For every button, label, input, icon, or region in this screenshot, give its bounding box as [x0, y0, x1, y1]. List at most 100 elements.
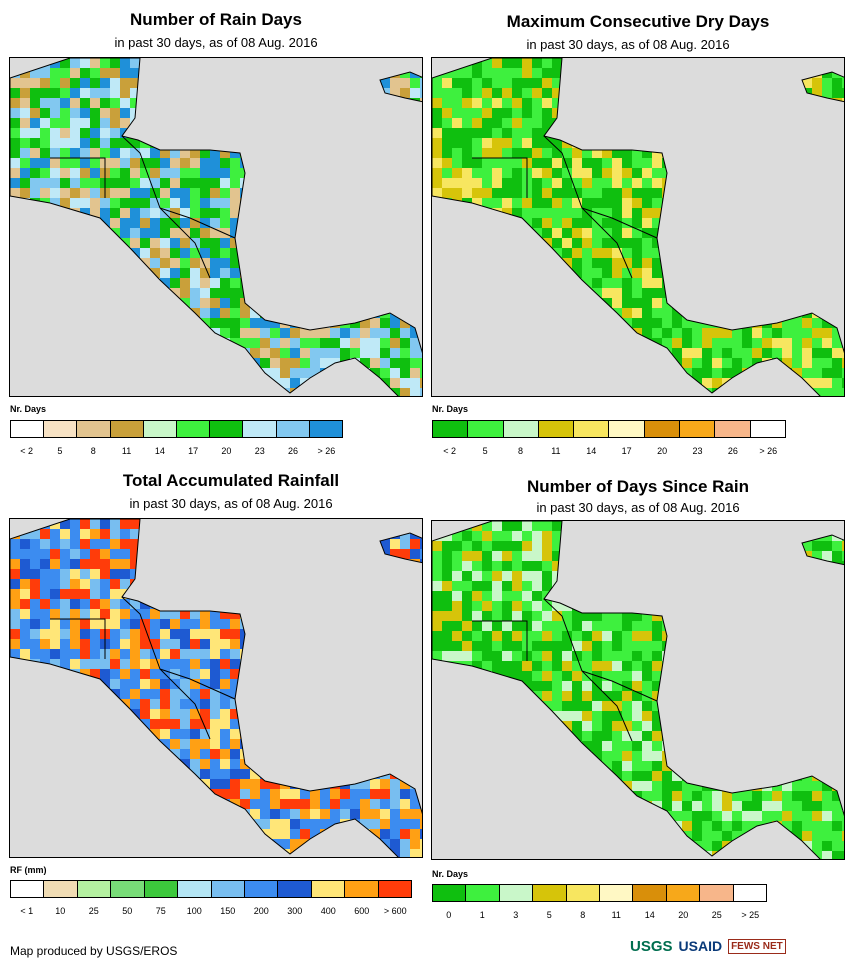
- country-border: [159, 668, 236, 700]
- fews-net-logo: FEWS NET: [728, 938, 786, 954]
- country-border: [581, 670, 658, 702]
- legend-tick-label: 8: [90, 446, 96, 456]
- legend-tick-label: 75: [155, 906, 166, 916]
- legend-swatch: [503, 421, 539, 437]
- legend-color-bar: [432, 420, 786, 438]
- legend-swatch: [243, 421, 277, 437]
- legend-color-bar: [10, 420, 343, 438]
- legend-swatch: [44, 421, 78, 437]
- legend-swatch: [644, 421, 681, 437]
- legend-tick-label: 26: [727, 446, 738, 456]
- legend-swatch: [244, 881, 279, 897]
- coastline: [801, 534, 844, 566]
- legend-tick-label: 150: [220, 906, 236, 916]
- legend-swatch: [143, 421, 178, 437]
- legend-tick-label: 11: [551, 446, 561, 456]
- coastline: [432, 521, 844, 859]
- legend-tick-label: 400: [320, 906, 336, 916]
- legend-tick-label: 300: [287, 906, 303, 916]
- legend-swatch: [11, 881, 45, 897]
- legend-tick-label: < 1: [20, 906, 34, 916]
- legend-swatch: [499, 885, 534, 901]
- country-border: [472, 157, 528, 198]
- legend-title: Nr. Days: [10, 404, 47, 414]
- legend-swatch: [178, 881, 212, 897]
- legend-ticks: < 1 10 25 50 75 100 150 200 300 400 600 > 600: [10, 906, 412, 918]
- legend-swatch: [177, 421, 211, 437]
- legend-swatch: [700, 885, 734, 901]
- legend-tick-label: 26: [288, 446, 299, 456]
- legend-swatch: [433, 421, 469, 437]
- coastline: [379, 71, 422, 103]
- legend-swatch: [666, 885, 701, 901]
- legend-tick-label: 20: [678, 910, 689, 920]
- legend-tick-label: 3: [513, 910, 519, 920]
- panel-title: Total Accumulated Rainfall: [122, 471, 340, 490]
- map-graphic: [10, 519, 422, 857]
- legend-swatch: [110, 421, 144, 437]
- legend-swatch: [750, 421, 785, 437]
- legend-tick-label: 25: [711, 910, 722, 920]
- agency-logos: USGS USAID FEWS NET: [630, 932, 845, 960]
- legend-swatch: [276, 421, 310, 437]
- panel-subtitle: in past 30 days, as of 08 Aug. 2016: [129, 496, 333, 511]
- map-total-rainfall: [9, 518, 423, 858]
- legend-title: RF (mm): [10, 865, 47, 875]
- map-credit: Map produced by USGS/EROS: [10, 944, 178, 958]
- legend-color-bar: [432, 884, 767, 902]
- legend-swatch: [733, 885, 767, 901]
- legend-tick-label: 8: [517, 446, 524, 456]
- legend-swatch: [566, 885, 601, 901]
- country-border: [50, 157, 106, 198]
- legend-tick-label: 600: [354, 906, 370, 916]
- legend-swatch: [11, 421, 45, 437]
- legend-tick-label: 200: [253, 906, 269, 916]
- legend-tick-label: > 25: [741, 910, 760, 920]
- country-border: [159, 207, 236, 239]
- legend-tick-label: 23: [692, 446, 703, 456]
- legend-tick-label: 1: [479, 910, 485, 920]
- legend-swatch: [378, 881, 412, 897]
- legend-tick-label: 0: [446, 910, 452, 920]
- legend-tick-label: > 26: [759, 446, 778, 456]
- legend-swatch: [574, 421, 610, 437]
- legend-swatch: [309, 421, 343, 437]
- legend-swatch: [77, 881, 112, 897]
- legend-swatch: [533, 885, 567, 901]
- legend-swatch: [538, 421, 575, 437]
- legend-swatch: [468, 421, 504, 437]
- legend-tick-label: > 600: [383, 906, 407, 916]
- legend-swatch: [609, 421, 645, 437]
- legend-tick-label: 17: [188, 446, 199, 456]
- legend-tick-label: 50: [122, 906, 133, 916]
- usaid-logo: USAID: [678, 938, 723, 954]
- map-rain-days: [9, 57, 423, 397]
- legend-color-bar: [10, 880, 412, 898]
- legend-swatch: [77, 421, 111, 437]
- country-border: [581, 207, 658, 239]
- legend-swatch: [211, 881, 245, 897]
- coastline: [10, 58, 422, 396]
- legend-swatch: [144, 881, 179, 897]
- legend-title: Nr. Days: [432, 404, 469, 414]
- legend-ticks: < 2 5 8 11 14 17 20 23 26 > 26: [10, 446, 343, 458]
- country-border: [50, 618, 106, 659]
- legend-tick-label: 11: [611, 910, 621, 920]
- map-graphic: [432, 521, 844, 859]
- map-graphic: [432, 58, 844, 396]
- legend-tick-label: < 2: [443, 446, 457, 456]
- legend-swatch: [111, 881, 145, 897]
- legend-tick-label: 100: [186, 906, 202, 916]
- coastline: [801, 71, 844, 103]
- legend-ticks: < 2 5 8 11 14 17 20 23 26 > 26: [432, 446, 786, 458]
- legend-tick-label: 11: [121, 446, 132, 456]
- legend-swatch: [44, 881, 78, 897]
- legend-swatch: [600, 885, 634, 901]
- country-border: [472, 620, 528, 661]
- legend-swatch: [210, 421, 244, 437]
- legend-swatch: [715, 421, 751, 437]
- legend-tick-label: > 26: [317, 446, 336, 456]
- map-days-since-rain: [431, 520, 845, 860]
- coastline: [432, 58, 844, 396]
- legend-swatch: [345, 881, 379, 897]
